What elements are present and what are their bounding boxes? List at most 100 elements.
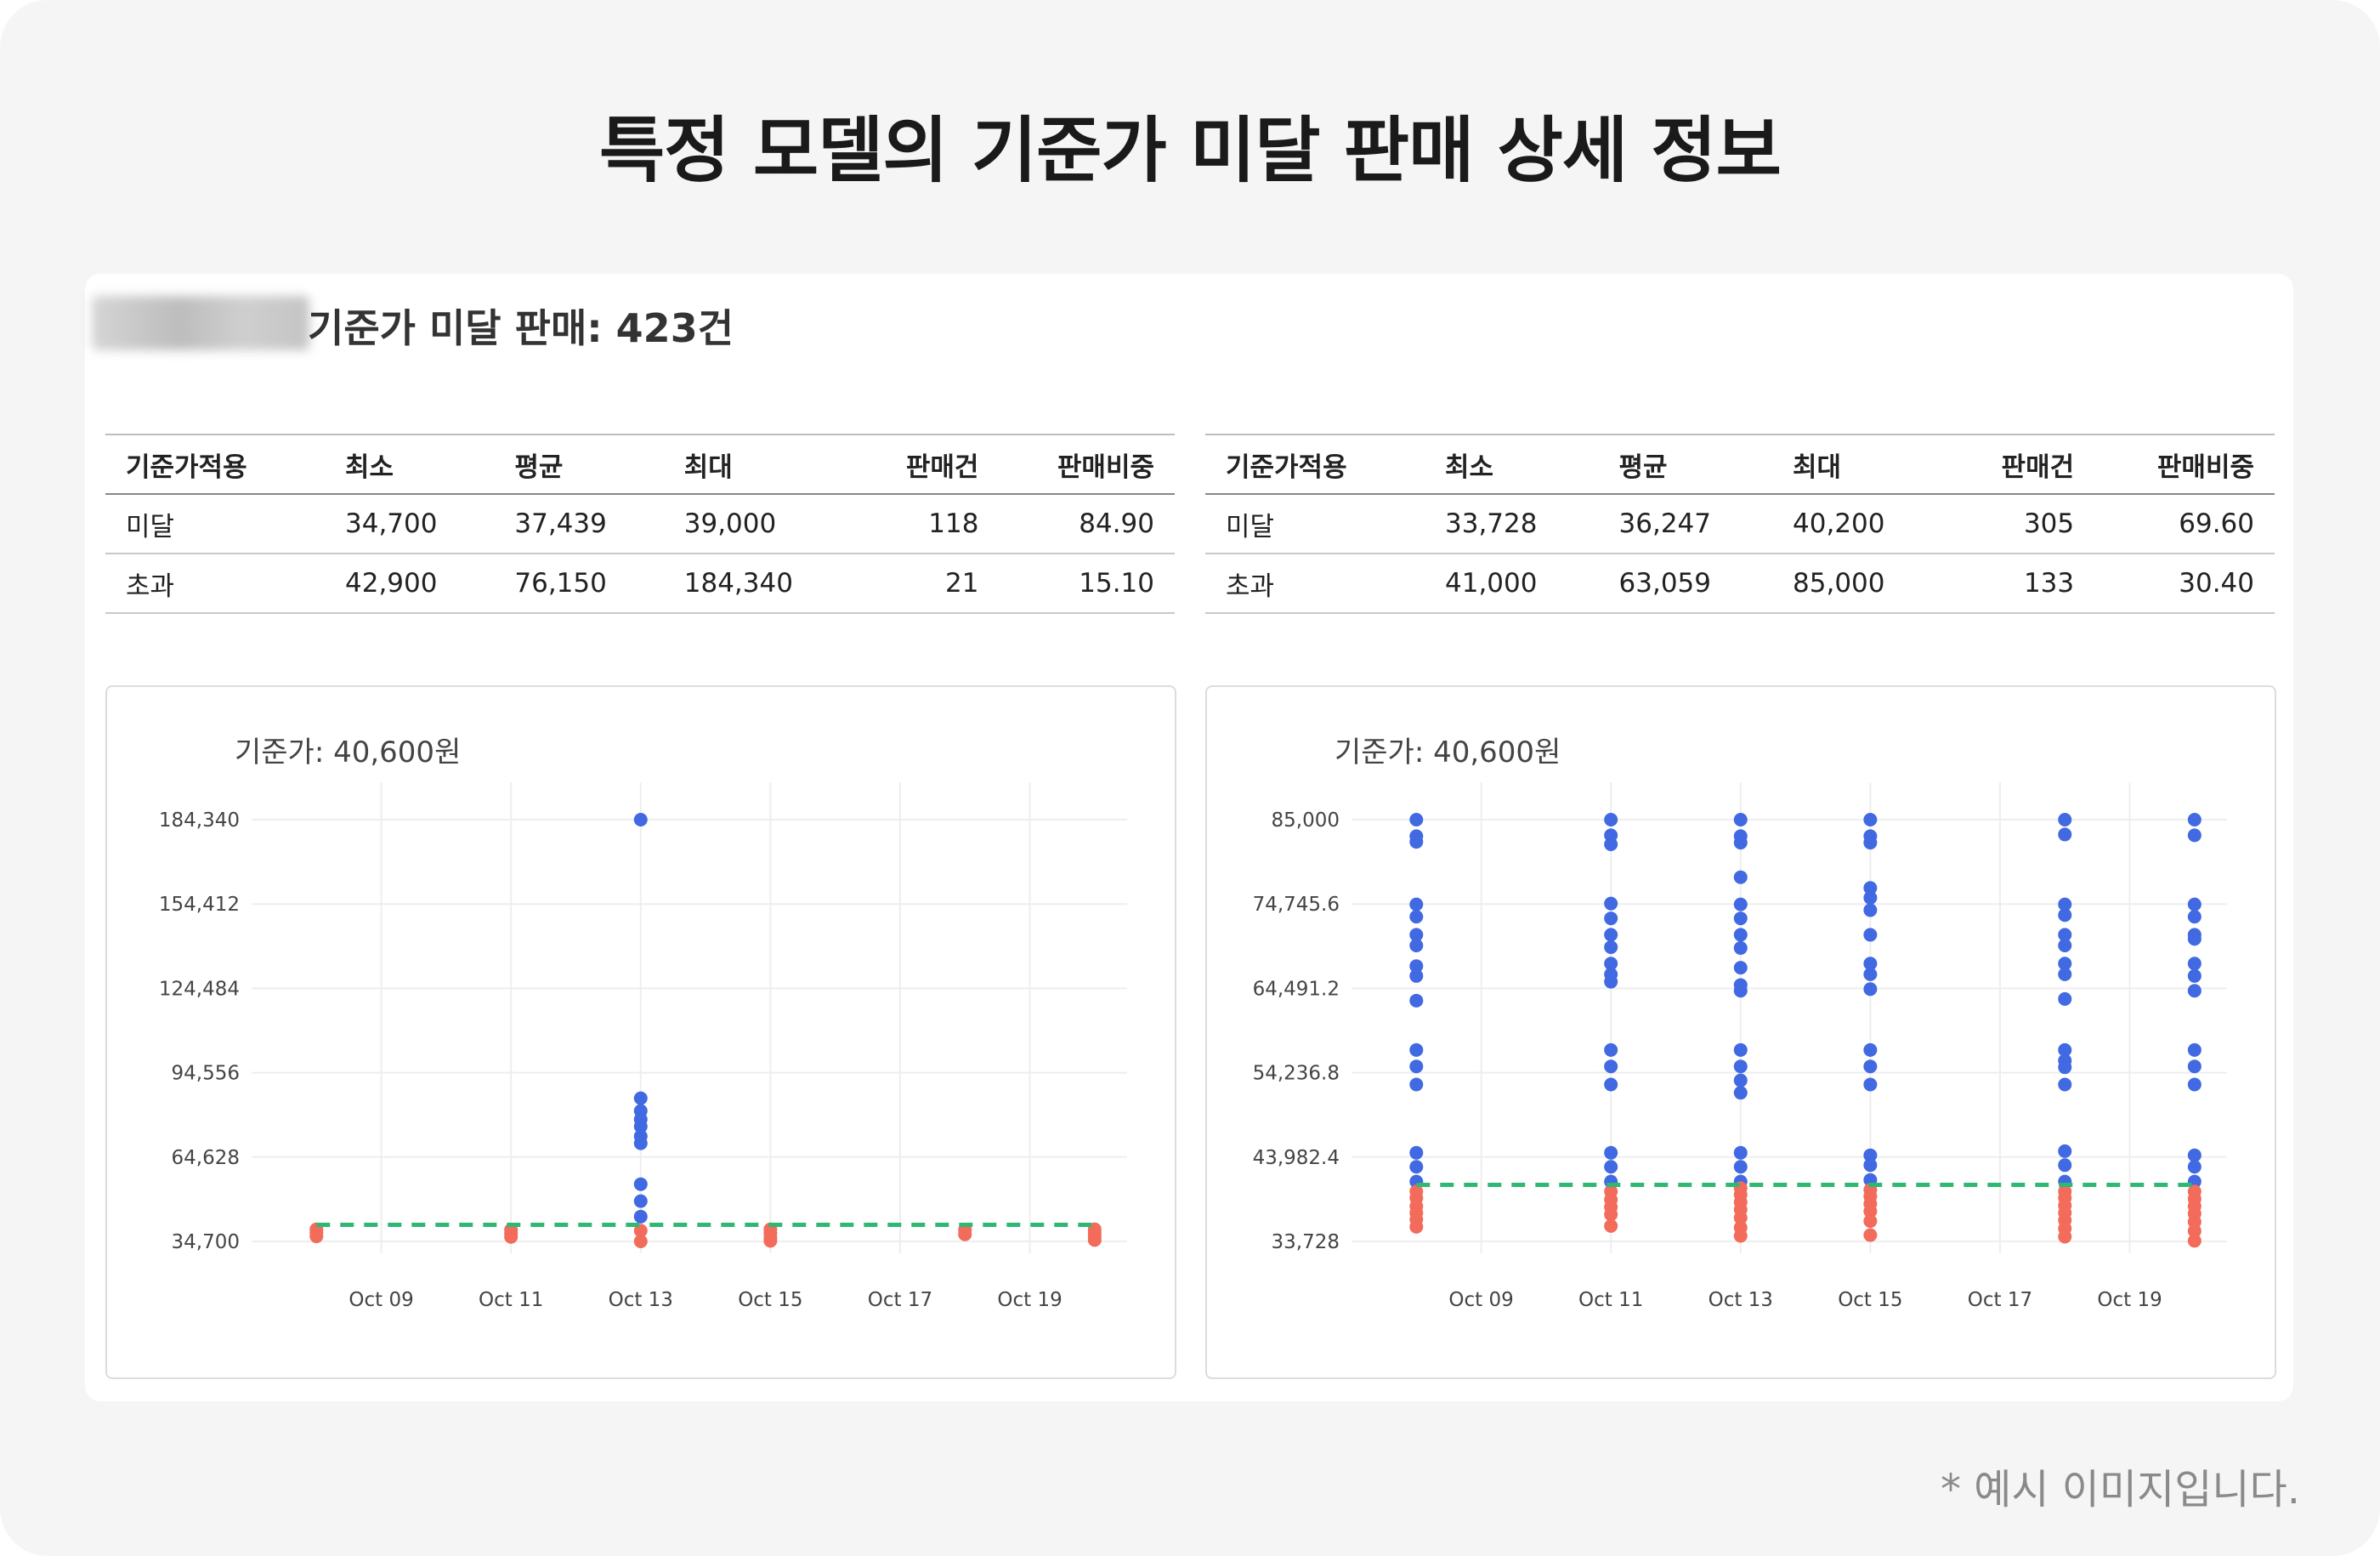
stats-table-left: 기준가적용 최소 평균 최대 판매건 판매비중 미달 34,700 37,439… [105, 434, 1175, 614]
table-header-cell: 평균 [514, 451, 564, 483]
y-tick-label: 85,000 [1272, 809, 1340, 832]
table-cell: 30.40 [2179, 568, 2254, 599]
scatter-plot-svg: 기준가: 40,600원 Oct 09 Oct 11 Oct 13 Oct 15 Oct … [159, 735, 1127, 1311]
y-tick-label: 94,556 [172, 1063, 240, 1085]
data-point-below [1733, 1229, 1748, 1243]
data-point-above [1733, 1059, 1748, 1074]
data-point-above [2058, 827, 2072, 842]
data-point-below [2187, 1224, 2202, 1238]
data-point-above [1863, 1059, 1878, 1074]
data-point-above [2058, 897, 2072, 911]
data-point-above [1604, 838, 1618, 852]
data-point-above [2058, 1060, 2072, 1075]
data-point-above [1733, 928, 1748, 942]
redacted-model-name [92, 296, 309, 350]
table-cell: 37,439 [514, 508, 607, 539]
data-point-above [1409, 1145, 1424, 1160]
data-point-above [2058, 939, 2072, 953]
table-cell: 184,340 [683, 568, 793, 599]
summary-card: 기준가 미달 판매: 423건 기준가적용 최소 평균 최대 판매건 판매비중 … [85, 274, 2293, 1401]
table-cell: 33,728 [1445, 508, 1538, 539]
data-point-below [1863, 1214, 1878, 1229]
data-point-above [1863, 982, 1878, 997]
page-title: 특정 모델의 기준가 미달 판매 상세 정보 [599, 109, 1782, 192]
data-point-above [2058, 957, 2072, 971]
data-point-above [1733, 961, 1748, 975]
data-point-above [2187, 828, 2202, 843]
data-point-above [1733, 813, 1748, 826]
data-point-above [2058, 1042, 2072, 1057]
data-point-above [2187, 897, 2202, 911]
x-tick-label: Oct 13 [1708, 1289, 1773, 1311]
data-point-below [763, 1234, 778, 1248]
data-point-above [633, 1177, 648, 1191]
data-point-above [2187, 968, 2202, 983]
data-point-above [1604, 1042, 1618, 1057]
data-point-above [1863, 836, 1878, 850]
chart-title: 기준가: 40,600원 [235, 735, 461, 769]
table-cell: 133 [2023, 568, 2075, 599]
data-point-above [2187, 984, 2202, 998]
data-point-above [1409, 910, 1424, 924]
x-tick-label: Oct 15 [738, 1289, 802, 1311]
data-point-above [2187, 910, 2202, 924]
table-header-cell: 최대 [683, 451, 733, 483]
data-point-above [1604, 1160, 1618, 1174]
data-point-above [2058, 991, 2072, 1006]
data-point-above [2187, 957, 2202, 971]
table-cell: 118 [928, 508, 979, 539]
data-point-below [1863, 1204, 1878, 1218]
data-point-above [2187, 813, 2202, 826]
table-row: 미달 33,728 36,247 40,200 305 69.60 [1205, 494, 2275, 554]
data-point-above [633, 1194, 648, 1208]
data-point-below [1087, 1233, 1102, 1247]
table-cell: 15.10 [1079, 568, 1154, 599]
data-point-above [1604, 1077, 1618, 1092]
table-header-cell: 평균 [1618, 451, 1668, 483]
x-tick-label: Oct 15 [1838, 1289, 1902, 1311]
scatter-chart-left: 기준가: 40,600원 Oct 09 Oct 11 Oct 13 Oct 15 Oct … [105, 685, 1176, 1379]
data-point-above [1733, 1145, 1748, 1160]
data-point-above [1409, 959, 1424, 974]
data-point-above [1733, 1042, 1748, 1057]
data-point-above [2058, 908, 2072, 923]
data-point-below [2058, 1229, 2072, 1244]
data-point-above [1863, 1158, 1878, 1173]
data-point-above [1733, 984, 1748, 998]
table-cell: 42,900 [345, 568, 438, 599]
table-cell: 초과 [126, 571, 175, 602]
data-point-above [633, 813, 648, 826]
y-tick-label: 64,628 [172, 1147, 240, 1169]
data-point-below [309, 1229, 324, 1244]
x-tick-label: Oct 09 [1448, 1289, 1513, 1311]
table-cell: 69.60 [2179, 508, 2254, 539]
data-point-above [1863, 1077, 1878, 1092]
x-tick-label: Oct 17 [1968, 1289, 2032, 1311]
data-point-below [2187, 1234, 2202, 1248]
data-point-above [1733, 870, 1748, 884]
data-point-below [1733, 1211, 1748, 1225]
data-point-above [1409, 993, 1424, 1008]
table-row: 초과 41,000 63,059 85,000 133 30.40 [1205, 554, 2275, 613]
y-tick-label: 184,340 [159, 809, 240, 832]
data-point-above [1733, 836, 1748, 850]
scatter-plot-svg: 기준가: 40,600원 Oct 09 Oct 11 Oct 13 Oct 15 Oct … [1253, 735, 2227, 1311]
x-tick-label: Oct 11 [479, 1289, 543, 1311]
data-point-above [2187, 1059, 2202, 1074]
table-cell: 34,700 [345, 508, 438, 539]
data-point-above [1409, 813, 1424, 826]
data-point-above [1604, 896, 1618, 911]
table-row: 미달 34,700 37,439 39,000 118 84.90 [105, 494, 1175, 554]
table-header-cell: 기준가적용 [126, 451, 247, 483]
data-point-above [1863, 890, 1878, 905]
table-cell: 76,150 [514, 568, 607, 599]
data-point-above [1409, 897, 1424, 911]
data-point-above [633, 1091, 648, 1105]
data-point-above [1409, 928, 1424, 942]
data-point-above [1604, 1059, 1618, 1074]
data-point-above [2187, 1148, 2202, 1162]
x-tick-label: Oct 17 [868, 1289, 932, 1311]
y-tick-label: 64,491.2 [1253, 978, 1340, 1000]
data-point-above [1863, 928, 1878, 942]
